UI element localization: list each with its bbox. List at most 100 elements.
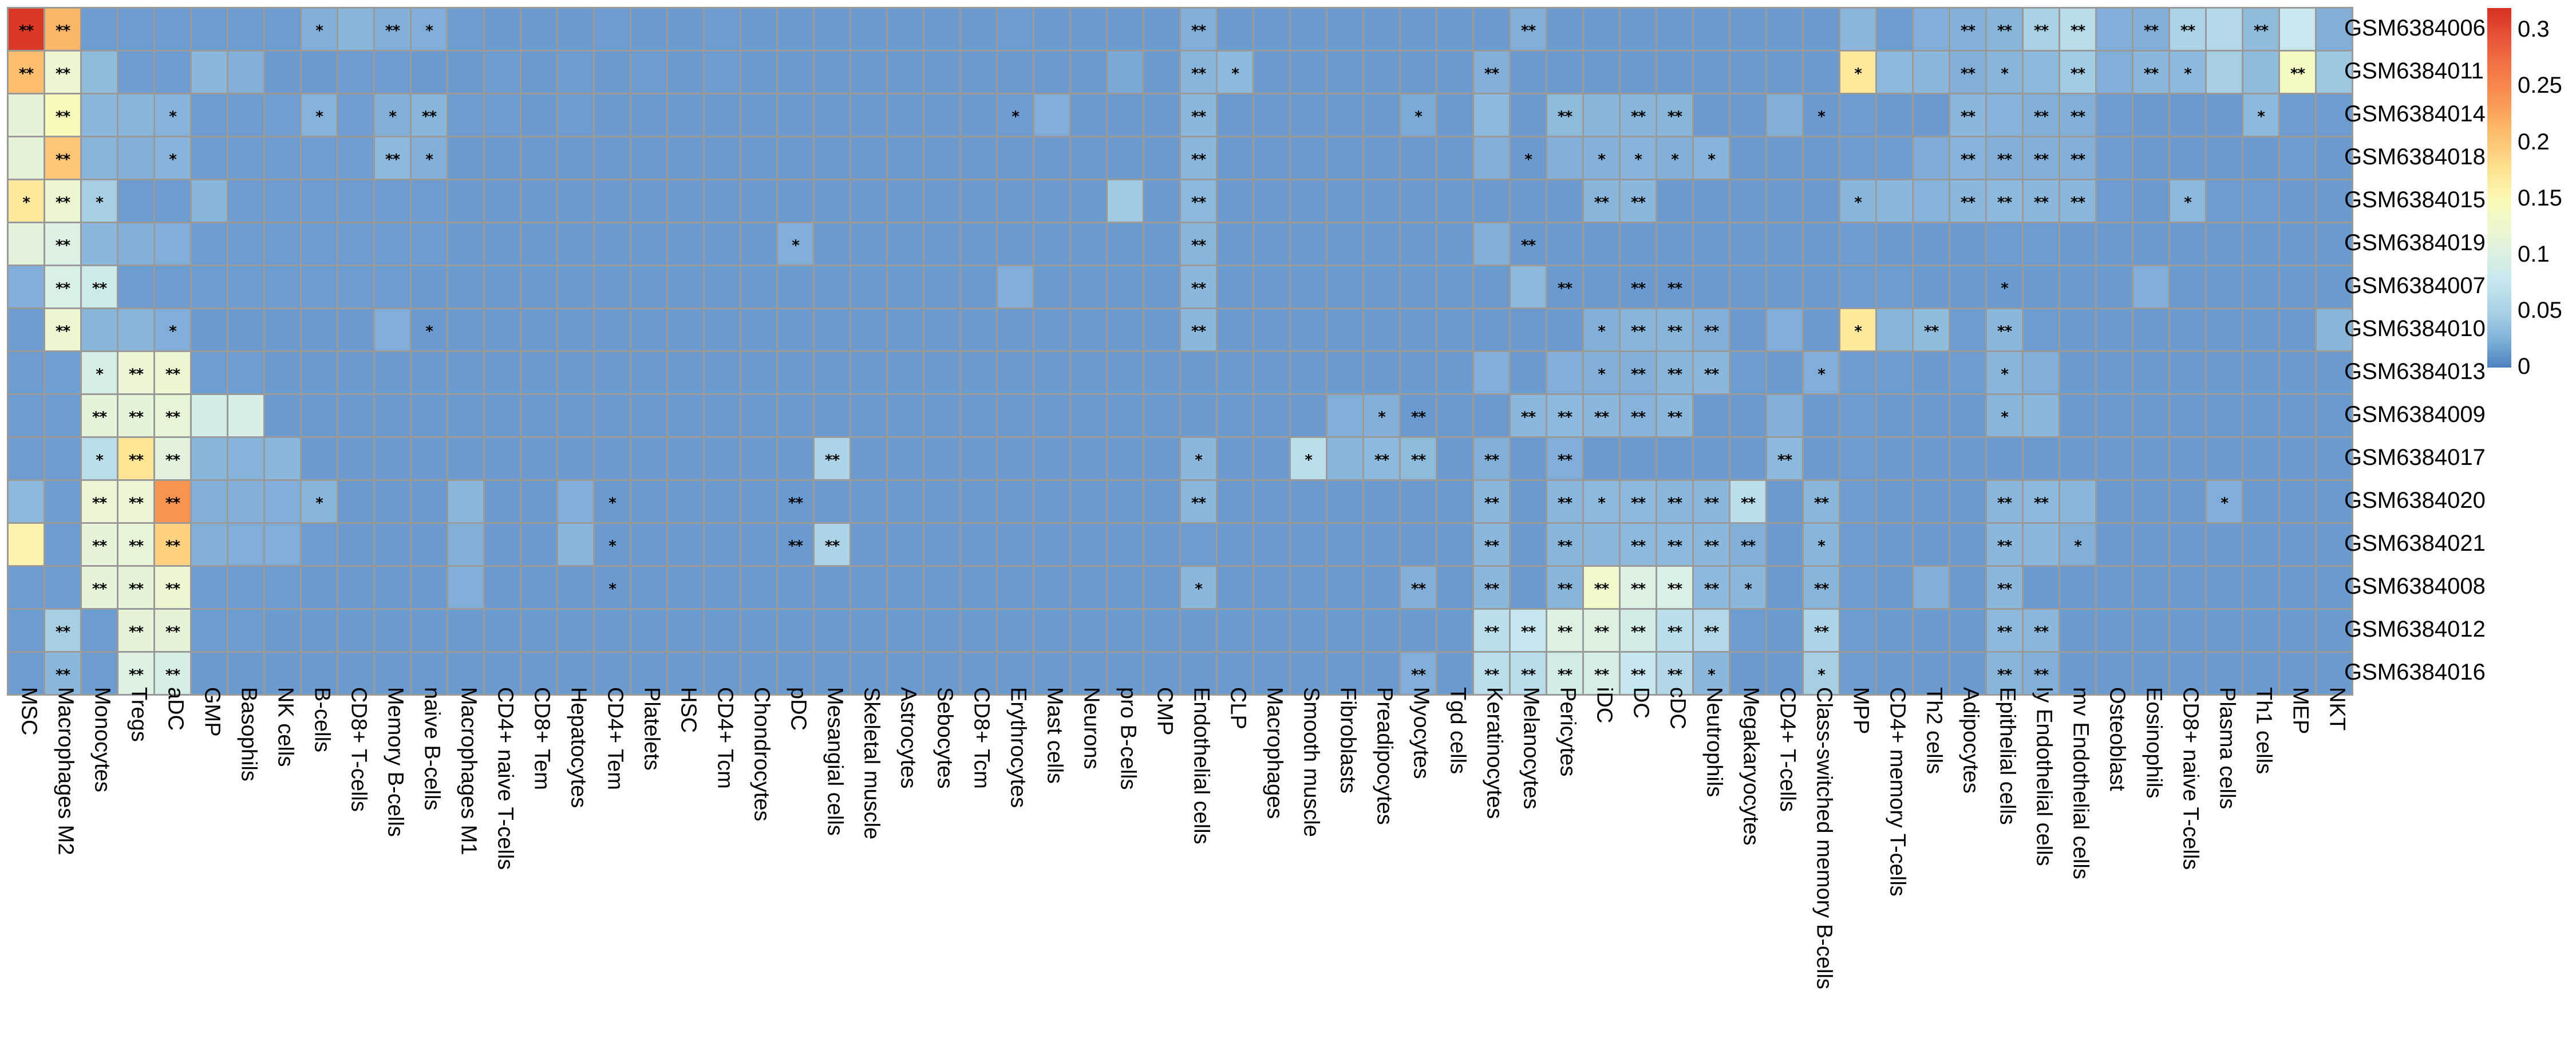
heatmap-cell[interactable] xyxy=(1437,481,1474,524)
heatmap-cell[interactable] xyxy=(595,9,631,52)
heatmap-cell[interactable] xyxy=(851,524,888,567)
heatmap-cell[interactable]: * xyxy=(1694,137,1730,180)
heatmap-cell[interactable] xyxy=(998,352,1034,395)
heatmap-cell[interactable] xyxy=(1401,309,1437,352)
heatmap-cell[interactable]: * xyxy=(2060,524,2097,567)
heatmap-cell[interactable] xyxy=(1401,524,1437,567)
heatmap-cell[interactable] xyxy=(1218,352,1254,395)
heatmap-cell[interactable] xyxy=(412,395,448,438)
heatmap-cell[interactable]: * xyxy=(1584,352,1621,395)
heatmap-cell[interactable] xyxy=(1181,610,1218,653)
heatmap-cell[interactable] xyxy=(2060,610,2097,653)
heatmap-cell[interactable] xyxy=(2243,567,2280,610)
heatmap-cell[interactable] xyxy=(375,395,412,438)
heatmap-cell[interactable]: ** xyxy=(2024,481,2060,524)
heatmap-cell[interactable] xyxy=(1474,266,1511,309)
heatmap-cell[interactable] xyxy=(448,395,485,438)
heatmap-cell[interactable] xyxy=(302,309,338,352)
heatmap-cell[interactable]: ** xyxy=(1987,610,2024,653)
heatmap-cell[interactable] xyxy=(265,352,302,395)
heatmap-cell[interactable]: * xyxy=(1181,438,1218,481)
heatmap-cell[interactable] xyxy=(888,137,924,180)
heatmap-cell[interactable] xyxy=(1437,567,1474,610)
heatmap-cell[interactable] xyxy=(888,352,924,395)
heatmap-cell[interactable] xyxy=(521,395,558,438)
heatmap-cell[interactable] xyxy=(1034,223,1071,266)
heatmap-cell[interactable]: * xyxy=(155,309,192,352)
heatmap-cell[interactable] xyxy=(2317,94,2352,137)
heatmap-cell[interactable] xyxy=(1108,567,1144,610)
heatmap-cell[interactable] xyxy=(741,653,778,694)
heatmap-cell[interactable] xyxy=(1511,309,1547,352)
heatmap-cell[interactable] xyxy=(1071,653,1108,694)
heatmap-cell[interactable] xyxy=(668,52,705,94)
heatmap-cell[interactable] xyxy=(2060,223,2097,266)
heatmap-cell[interactable] xyxy=(228,9,265,52)
heatmap-cell[interactable]: ** xyxy=(1950,9,1987,52)
heatmap-cell[interactable] xyxy=(741,9,778,52)
heatmap-cell[interactable] xyxy=(1657,223,1694,266)
heatmap-cell[interactable] xyxy=(1144,137,1181,180)
heatmap-cell[interactable] xyxy=(595,395,631,438)
heatmap-cell[interactable]: ** xyxy=(118,481,155,524)
heatmap-cell[interactable] xyxy=(1364,94,1401,137)
heatmap-cell[interactable] xyxy=(1877,94,1914,137)
heatmap-cell[interactable] xyxy=(2170,653,2207,694)
heatmap-cell[interactable] xyxy=(2060,567,2097,610)
heatmap-cell[interactable] xyxy=(1071,94,1108,137)
heatmap-cell[interactable] xyxy=(1181,653,1218,694)
heatmap-cell[interactable] xyxy=(265,9,302,52)
heatmap-cell[interactable]: ** xyxy=(1914,309,1950,352)
heatmap-cell[interactable]: ** xyxy=(375,9,412,52)
heatmap-cell[interactable] xyxy=(1767,137,1804,180)
heatmap-cell[interactable] xyxy=(2097,52,2134,94)
heatmap-cell[interactable] xyxy=(741,223,778,266)
heatmap-cell[interactable] xyxy=(192,610,228,653)
heatmap-cell[interactable] xyxy=(1547,52,1584,94)
heatmap-cell[interactable] xyxy=(815,481,851,524)
heatmap-cell[interactable] xyxy=(1144,223,1181,266)
heatmap-cell[interactable] xyxy=(631,137,668,180)
heatmap-cell[interactable] xyxy=(741,266,778,309)
heatmap-cell[interactable] xyxy=(1401,180,1437,223)
heatmap-cell[interactable] xyxy=(778,352,815,395)
heatmap-cell[interactable] xyxy=(521,9,558,52)
heatmap-cell[interactable] xyxy=(338,438,375,481)
heatmap-cell[interactable] xyxy=(1840,653,1877,694)
heatmap-cell[interactable]: ** xyxy=(1987,180,2024,223)
heatmap-cell[interactable]: ** xyxy=(1657,567,1694,610)
heatmap-cell[interactable] xyxy=(998,653,1034,694)
heatmap-cell[interactable] xyxy=(924,266,961,309)
heatmap-cell[interactable] xyxy=(82,653,118,694)
heatmap-cell[interactable] xyxy=(302,567,338,610)
heatmap-cell[interactable] xyxy=(998,481,1034,524)
heatmap-cell[interactable] xyxy=(1291,567,1327,610)
heatmap-cell[interactable] xyxy=(2243,395,2280,438)
heatmap-cell[interactable] xyxy=(338,223,375,266)
heatmap-cell[interactable] xyxy=(412,438,448,481)
heatmap-cell[interactable] xyxy=(2134,653,2170,694)
heatmap-cell[interactable] xyxy=(631,266,668,309)
heatmap-cell[interactable] xyxy=(1364,137,1401,180)
heatmap-cell[interactable] xyxy=(1914,653,1950,694)
heatmap-cell[interactable] xyxy=(1364,266,1401,309)
heatmap-cell[interactable] xyxy=(1218,567,1254,610)
heatmap-cell[interactable] xyxy=(521,137,558,180)
heatmap-cell[interactable] xyxy=(2280,610,2317,653)
heatmap-cell[interactable] xyxy=(1950,395,1987,438)
heatmap-cell[interactable] xyxy=(1254,481,1291,524)
heatmap-cell[interactable] xyxy=(2134,94,2170,137)
heatmap-cell[interactable] xyxy=(1840,9,1877,52)
heatmap-cell[interactable]: * xyxy=(1987,352,2024,395)
heatmap-cell[interactable] xyxy=(228,395,265,438)
heatmap-cell[interactable] xyxy=(82,9,118,52)
heatmap-cell[interactable] xyxy=(961,52,998,94)
heatmap-cell[interactable] xyxy=(521,524,558,567)
heatmap-cell[interactable] xyxy=(1584,94,1621,137)
heatmap-cell[interactable] xyxy=(228,137,265,180)
heatmap-cell[interactable] xyxy=(1474,94,1511,137)
heatmap-cell[interactable] xyxy=(1840,137,1877,180)
heatmap-cell[interactable] xyxy=(485,94,521,137)
heatmap-cell[interactable] xyxy=(888,309,924,352)
heatmap-cell[interactable] xyxy=(2243,653,2280,694)
